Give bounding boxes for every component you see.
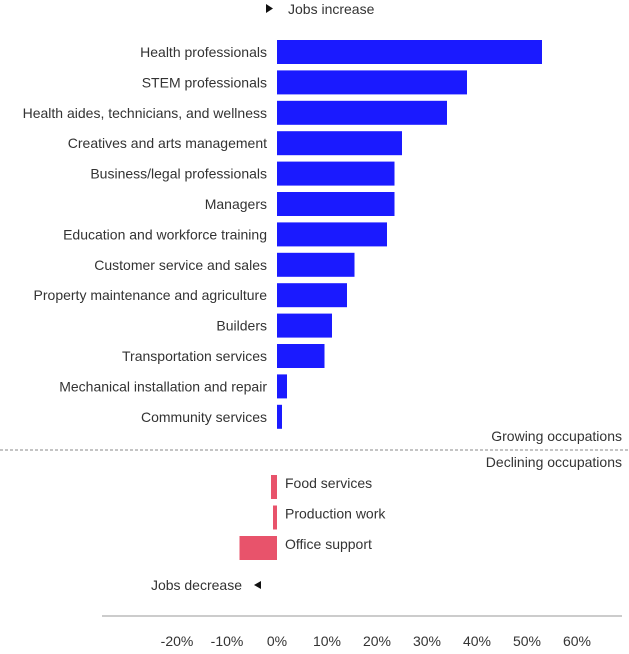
x-tick-label: 40%	[463, 633, 491, 649]
bar-community-services	[277, 404, 282, 429]
category-label-customer-service-and-sales: Customer service and sales	[94, 257, 267, 273]
x-tick-label: -20%	[161, 633, 194, 649]
bar-property-maintenance-and-agriculture	[277, 283, 347, 308]
bar-business-legal-professionals	[277, 161, 395, 186]
jobs-decrease-label: Jobs decrease	[151, 577, 242, 593]
bar-creatives-and-arts-management	[277, 131, 402, 156]
x-tick-label: 0%	[267, 633, 287, 649]
category-label-education-and-workforce-training: Education and workforce training	[63, 226, 267, 242]
bar-health-professionals	[277, 40, 542, 64]
bar-stem-professionals	[277, 70, 467, 95]
bar-builders	[277, 313, 332, 338]
category-label-managers: Managers	[205, 196, 267, 212]
x-tick-label: 30%	[413, 633, 441, 649]
bar-production-work	[273, 505, 277, 530]
growing-occupations-label: Growing occupations	[491, 428, 622, 444]
x-tick-label: -10%	[211, 633, 244, 649]
category-label-creatives-and-arts-management: Creatives and arts management	[68, 135, 267, 151]
bar-customer-service-and-sales	[277, 252, 355, 277]
x-tick-label: 20%	[363, 633, 391, 649]
x-axis-ticks: -20% -10% 0% 10% 20% 30% 40% 50% 60%	[161, 633, 591, 649]
bar-food-services	[271, 475, 277, 499]
category-label-builders: Builders	[216, 318, 267, 334]
category-label-community-services: Community services	[141, 409, 267, 425]
x-tick-label: 50%	[513, 633, 541, 649]
jobs-decrease-arrow-icon	[254, 581, 261, 589]
jobs-increase-arrow-icon	[266, 4, 273, 13]
bar-transportation-services	[277, 344, 325, 368]
category-label-transportation-services: Transportation services	[122, 348, 267, 364]
x-tick-label: 60%	[563, 633, 591, 649]
growing-bars: Health professionals STEM professionals He…	[23, 40, 542, 429]
x-tick-label: 10%	[313, 633, 341, 649]
bar-mechanical-installation-and-repair	[277, 374, 287, 399]
category-label-health-aides-technicians-and-wellness: Health aides, technicians, and wellness	[23, 105, 267, 121]
category-label-production-work: Production work	[285, 506, 386, 522]
bar-health-aides-technicians-and-wellness	[277, 100, 447, 125]
category-label-health-professionals: Health professionals	[140, 44, 267, 60]
category-label-food-services: Food services	[285, 475, 372, 491]
category-label-property-maintenance-and-agriculture: Property maintenance and agriculture	[34, 287, 268, 303]
declining-occupations-label: Declining occupations	[486, 454, 622, 470]
category-label-office-support: Office support	[285, 536, 372, 552]
category-label-stem-professionals: STEM professionals	[142, 74, 267, 90]
category-label-business-legal-professionals: Business/legal professionals	[90, 166, 267, 182]
jobs-increase-label: Jobs increase	[288, 1, 375, 17]
bar-education-and-workforce-training	[277, 222, 387, 247]
category-label-mechanical-installation-and-repair: Mechanical installation and repair	[59, 378, 267, 394]
declining-bars: Food services Production work Office suppo…	[239, 475, 386, 560]
bar-managers	[277, 192, 395, 216]
bar-office-support	[239, 536, 277, 560]
